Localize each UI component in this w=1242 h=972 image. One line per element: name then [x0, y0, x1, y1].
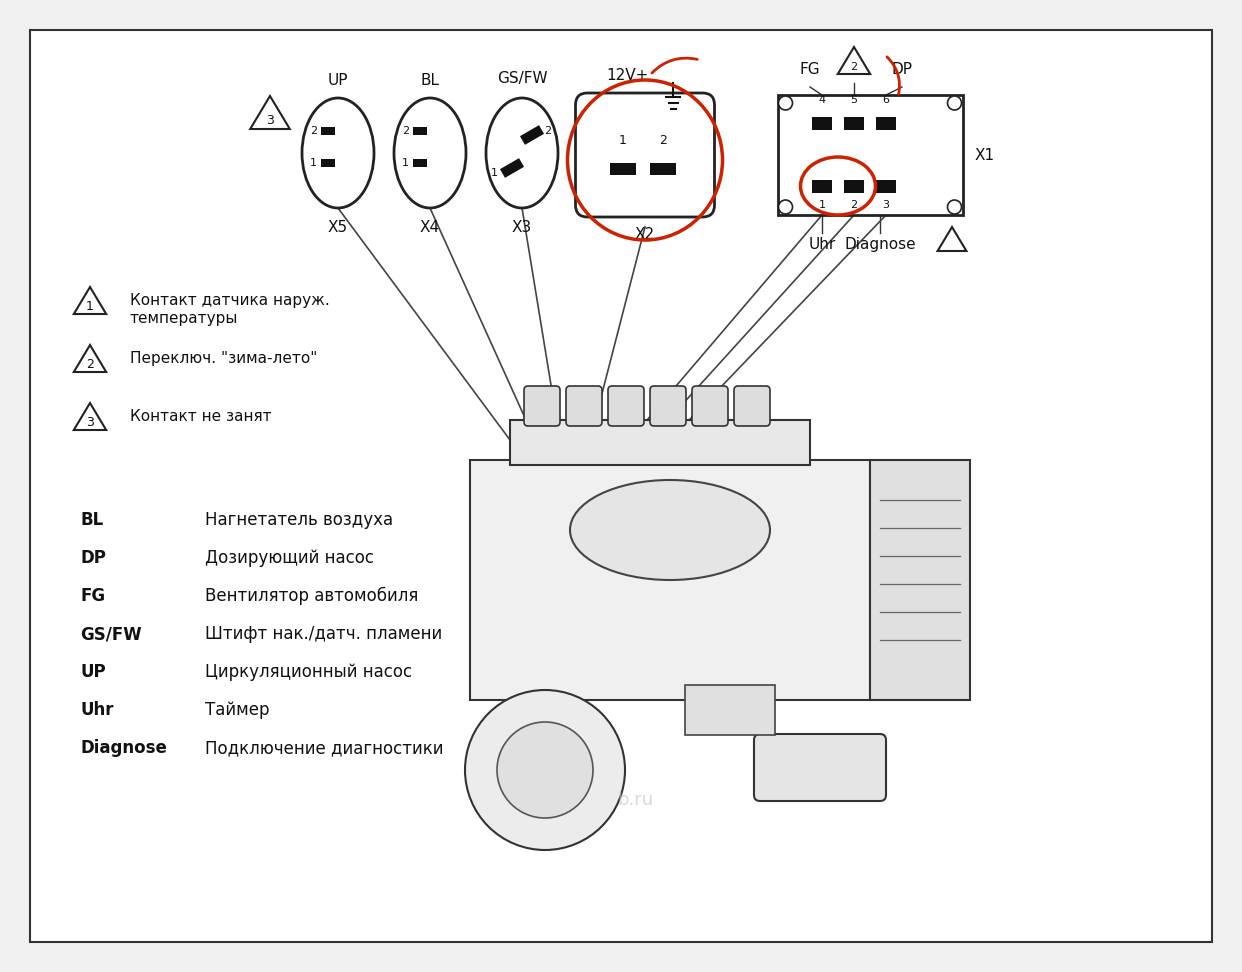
- Text: GS/FW: GS/FW: [497, 71, 548, 86]
- Text: DP: DP: [892, 62, 913, 77]
- Text: 2: 2: [86, 359, 94, 371]
- Polygon shape: [938, 227, 966, 251]
- FancyBboxPatch shape: [692, 386, 728, 426]
- Text: 12V+: 12V+: [606, 68, 648, 83]
- Text: 1: 1: [491, 168, 498, 178]
- Text: Контакт датчика наруж.: Контакт датчика наруж.: [130, 293, 329, 307]
- FancyBboxPatch shape: [566, 386, 602, 426]
- FancyBboxPatch shape: [524, 386, 560, 426]
- Circle shape: [948, 96, 961, 110]
- Text: X3: X3: [512, 220, 532, 235]
- FancyBboxPatch shape: [320, 158, 335, 167]
- Text: 1: 1: [619, 134, 627, 148]
- Text: 2: 2: [851, 62, 857, 72]
- FancyBboxPatch shape: [812, 117, 832, 130]
- FancyBboxPatch shape: [845, 117, 864, 130]
- Text: 1: 1: [86, 300, 94, 313]
- Text: UP: UP: [328, 73, 348, 88]
- Text: FG: FG: [79, 587, 106, 605]
- Text: X4: X4: [420, 220, 440, 235]
- Text: 2: 2: [660, 134, 667, 148]
- Polygon shape: [838, 47, 871, 74]
- Text: 1: 1: [310, 158, 317, 168]
- Text: X1: X1: [975, 148, 995, 162]
- Text: BL: BL: [79, 511, 103, 529]
- Circle shape: [497, 722, 592, 818]
- Text: 3: 3: [266, 114, 274, 126]
- Text: Таймер: Таймер: [205, 701, 270, 719]
- FancyBboxPatch shape: [320, 126, 335, 135]
- Polygon shape: [73, 287, 107, 314]
- FancyBboxPatch shape: [414, 158, 427, 167]
- Text: 3: 3: [883, 200, 889, 210]
- FancyBboxPatch shape: [869, 460, 970, 700]
- FancyBboxPatch shape: [812, 180, 832, 193]
- Polygon shape: [501, 158, 524, 178]
- FancyBboxPatch shape: [30, 30, 1212, 942]
- Circle shape: [948, 200, 961, 214]
- Circle shape: [779, 96, 792, 110]
- FancyBboxPatch shape: [876, 117, 895, 130]
- FancyBboxPatch shape: [469, 460, 869, 700]
- Text: 1: 1: [818, 200, 826, 210]
- Text: BL: BL: [421, 73, 440, 88]
- Text: Контакт не занят: Контакт не занят: [130, 408, 272, 424]
- Text: 2: 2: [402, 126, 409, 136]
- Text: Переключ. "зима-лето": Переключ. "зима-лето": [130, 351, 318, 365]
- Text: b.ru: b.ru: [617, 791, 653, 809]
- Text: 1: 1: [402, 158, 409, 168]
- Text: 5: 5: [851, 95, 857, 105]
- Ellipse shape: [302, 98, 374, 208]
- FancyBboxPatch shape: [686, 685, 775, 735]
- Ellipse shape: [570, 480, 770, 580]
- FancyBboxPatch shape: [734, 386, 770, 426]
- Text: Штифт нак./датч. пламени: Штифт нак./датч. пламени: [205, 625, 442, 643]
- FancyBboxPatch shape: [754, 734, 886, 801]
- FancyBboxPatch shape: [510, 420, 810, 465]
- Text: 3: 3: [86, 416, 94, 430]
- Text: Diagnose: Diagnose: [845, 237, 915, 252]
- FancyBboxPatch shape: [609, 386, 645, 426]
- Text: Циркуляционный насос: Циркуляционный насос: [205, 663, 412, 681]
- Polygon shape: [73, 403, 107, 430]
- Text: X2: X2: [635, 227, 655, 242]
- Circle shape: [465, 690, 625, 850]
- Text: Дозирующий насос: Дозирующий насос: [205, 549, 374, 567]
- Text: 6: 6: [883, 95, 889, 105]
- FancyBboxPatch shape: [414, 126, 427, 135]
- Text: Uhr: Uhr: [809, 237, 836, 252]
- FancyBboxPatch shape: [650, 386, 686, 426]
- Text: 4: 4: [818, 95, 826, 105]
- Polygon shape: [73, 345, 107, 372]
- Text: X5: X5: [328, 220, 348, 235]
- Text: Вентилятор автомобиля: Вентилятор автомобиля: [205, 587, 419, 606]
- Polygon shape: [250, 96, 289, 129]
- FancyBboxPatch shape: [876, 180, 895, 193]
- Ellipse shape: [486, 98, 558, 208]
- Text: Подключение диагностики: Подключение диагностики: [205, 739, 443, 757]
- Text: UP: UP: [79, 663, 106, 681]
- Text: температуры: температуры: [130, 310, 238, 326]
- Text: 2: 2: [544, 126, 551, 136]
- Text: FG: FG: [800, 62, 820, 77]
- FancyBboxPatch shape: [777, 95, 963, 215]
- Text: 2: 2: [851, 200, 857, 210]
- Text: Нагнетатель воздуха: Нагнетатель воздуха: [205, 511, 394, 529]
- Text: DP: DP: [79, 549, 106, 567]
- FancyBboxPatch shape: [610, 163, 636, 175]
- FancyBboxPatch shape: [845, 180, 864, 193]
- Circle shape: [779, 200, 792, 214]
- Text: Uhr: Uhr: [79, 701, 113, 719]
- Text: GS/FW: GS/FW: [79, 625, 142, 643]
- Ellipse shape: [394, 98, 466, 208]
- Polygon shape: [520, 125, 544, 145]
- FancyBboxPatch shape: [575, 93, 714, 217]
- Text: 2: 2: [309, 126, 317, 136]
- Text: Diagnose: Diagnose: [79, 739, 166, 757]
- FancyBboxPatch shape: [650, 163, 676, 175]
